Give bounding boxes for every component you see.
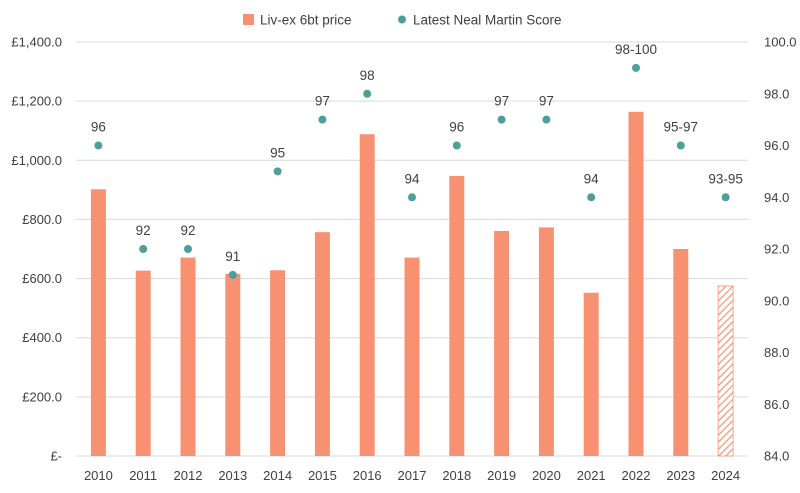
score-point [273,167,282,176]
left-tick-label: £600.0 [22,271,62,286]
score-point [94,141,103,150]
score-point [228,270,237,279]
x-tick-label: 2022 [622,468,651,483]
bar-2024-projected [717,285,734,457]
x-tick-label: 2019 [487,468,516,483]
score-data-label: 91 [225,249,240,264]
bar [494,230,510,456]
left-tick-label: £400.0 [22,330,62,345]
bar [135,270,151,456]
right-tick-label: 88.0 [764,345,789,360]
bar [314,232,330,456]
legend-swatch-bar [243,14,254,25]
score-data-label: 94 [404,171,420,186]
score-point [497,115,506,124]
score-point [587,193,596,202]
bar [628,111,644,456]
x-tick-label: 2011 [129,468,157,483]
score-data-label: 94 [584,171,600,186]
right-tick-label: 86.0 [764,397,789,412]
legend-label-price: Liv-ex 6bt price [260,13,352,28]
score-data-label: 97 [315,94,330,109]
left-tick-label: £1,400.0 [11,35,62,50]
left-tick-label: £200.0 [22,389,62,404]
score-point [318,115,327,124]
bar [359,134,375,456]
score-data-label: 97 [494,94,509,109]
score-point [452,141,461,150]
bar [673,249,689,456]
x-tick-label: 2013 [218,468,247,483]
x-tick-label: 2020 [532,468,561,483]
score-point [542,115,551,124]
score-data-label: 93-95 [708,171,743,186]
bar [90,189,106,456]
x-tick-label: 2014 [263,468,292,483]
right-tick-label: 96.0 [764,138,789,153]
x-tick-label: 2021 [577,468,606,483]
left-tick-label: £- [50,449,62,464]
legend-label-score: Latest Neal Martin Score [413,13,562,28]
score-data-label: 96 [91,120,106,135]
score-point [408,193,416,202]
left-tick-label: £1,000.0 [11,153,62,168]
bar [180,257,196,456]
bar [449,175,465,457]
bar [225,273,241,456]
right-tick-label: 84.0 [764,449,789,464]
legend-swatch-point [398,15,406,24]
bar [583,292,599,456]
x-tick-label: 2016 [353,468,382,483]
right-tick-label: 94.0 [764,190,789,205]
bar [404,257,420,456]
score-data-label: 95 [270,145,285,160]
score-data-label: 98-100 [615,42,657,57]
x-tick-label: 2010 [84,468,113,483]
score-data-label: 96 [449,120,464,135]
score-point [632,63,640,72]
score-point [676,141,685,150]
score-data-label: 97 [539,94,554,109]
x-tick-label: 2015 [308,468,337,483]
x-tick-label: 2023 [666,468,695,483]
right-tick-label: 90.0 [764,293,789,308]
score-point [139,245,148,253]
x-tick-label: 2017 [398,468,427,483]
x-tick-label: 2024 [711,468,740,483]
score-point [184,245,192,253]
right-tick-label: 98.0 [764,86,789,101]
x-tick-label: 2018 [442,468,471,483]
bar [270,270,286,456]
score-data-label: 92 [136,223,151,238]
score-point [721,193,730,202]
score-point [363,89,372,98]
left-tick-label: £1,200.0 [11,94,62,109]
left-tick-label: £800.0 [22,212,62,227]
right-tick-label: 92.0 [764,242,789,257]
score-data-label: 92 [180,223,195,238]
right-tick-label: 100.0 [764,35,797,50]
x-tick-label: 2012 [174,468,203,483]
score-data-label: 95-97 [664,120,699,135]
score-data-label: 98 [360,68,375,83]
bar [538,227,554,456]
